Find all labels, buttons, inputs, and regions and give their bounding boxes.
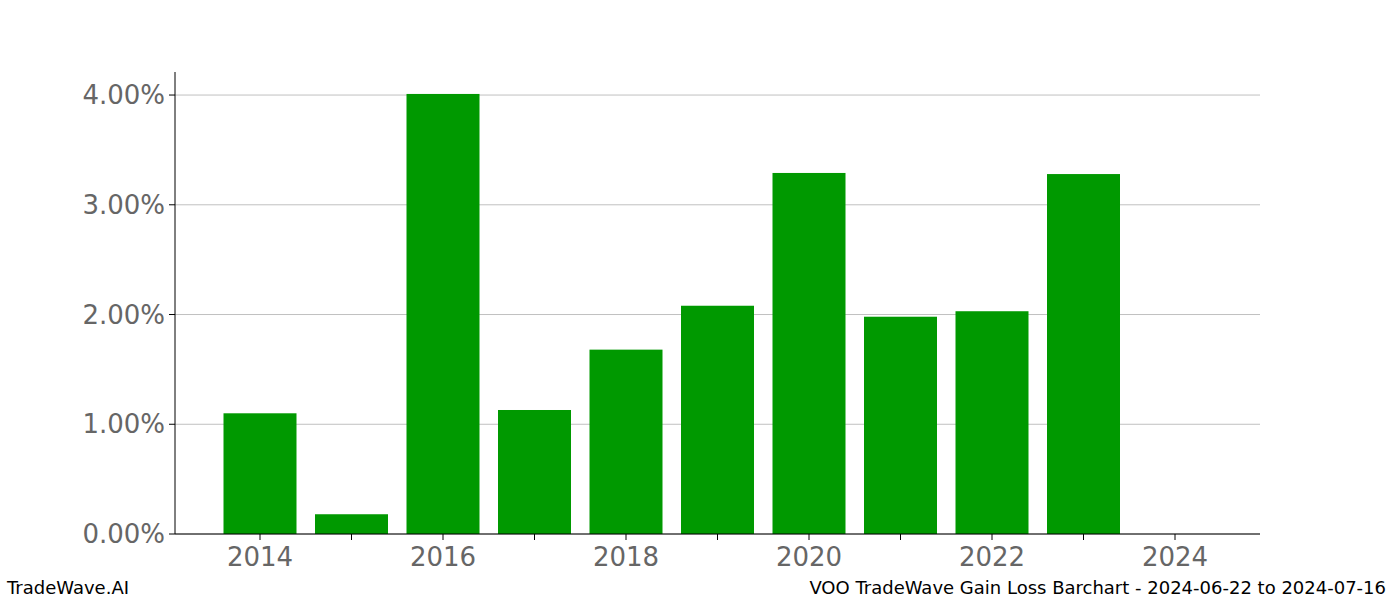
x-tick (1175, 534, 1176, 540)
y-tick (169, 534, 175, 535)
bar (681, 306, 754, 534)
annotation: TradeWave.AI (6, 577, 129, 598)
bar (1047, 174, 1120, 534)
chart-root: 0.00% 1.00% 2.00% 3.00% 4.00% 2014 2016 2018 202… (0, 0, 1400, 600)
x-axis (175, 534, 1260, 535)
x-tick (900, 534, 901, 540)
x-tick (626, 534, 627, 540)
y-tick (169, 204, 175, 205)
x-tick-label: 2016 (410, 542, 476, 572)
x-tick (1083, 534, 1084, 540)
x-tick (351, 534, 352, 540)
grid-line (175, 95, 1260, 96)
y-tick (169, 314, 175, 315)
x-tick-label: 2020 (776, 542, 842, 572)
bar (590, 350, 663, 534)
bar (407, 94, 480, 534)
bar (224, 413, 297, 534)
grid (175, 95, 1260, 534)
grid-line (175, 534, 1260, 535)
bar (498, 410, 571, 534)
x-tick-label: 2022 (959, 542, 1025, 572)
x-tick-label: 2018 (593, 542, 659, 572)
bars (224, 94, 1121, 534)
y-tick (169, 95, 175, 96)
x-tick-label: 2024 (1142, 542, 1208, 572)
title: VOO TradeWave Gain Loss Barchart - 2024-… (809, 577, 1386, 598)
bar (956, 311, 1029, 534)
bar (773, 173, 846, 534)
y-tick-label: 0.00% (82, 519, 165, 549)
chart: 0.00% 1.00% 2.00% 3.00% 4.00% 2014 2016 2018 202… (0, 0, 1400, 600)
bar (864, 317, 937, 534)
x-tick (809, 534, 810, 540)
x-tick (992, 534, 993, 540)
y-axis (175, 72, 176, 534)
y-tick-label: 1.00% (82, 409, 165, 439)
x-tick-label: 2014 (227, 542, 293, 572)
x-tick (534, 534, 535, 540)
y-tick-label: 4.00% (82, 80, 165, 110)
y-tick-label: 3.00% (82, 190, 165, 220)
x-tick (260, 534, 261, 540)
bar (315, 514, 388, 534)
x-tick (443, 534, 444, 540)
y-tick-label: 2.00% (82, 300, 165, 330)
y-tick (169, 424, 175, 425)
x-tick (717, 534, 718, 540)
